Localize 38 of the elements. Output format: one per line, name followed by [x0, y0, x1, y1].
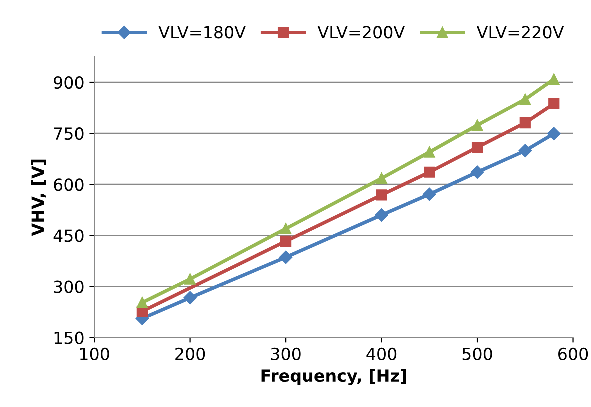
point [423, 188, 436, 202]
y-tick-label: 600 [54, 178, 84, 192]
point [184, 291, 197, 305]
point [548, 74, 560, 85]
y-axis-title: VHV, [V] [31, 160, 46, 236]
point [376, 190, 388, 201]
y-tick-label: 150 [54, 332, 84, 344]
point [472, 120, 484, 131]
legend-label: VLV=200V [318, 26, 405, 39]
point [280, 236, 292, 248]
y-tick-label: 450 [54, 230, 84, 242]
point [136, 297, 148, 308]
point [520, 117, 531, 129]
legend-label: VLV=180V [158, 26, 246, 39]
point [472, 142, 484, 154]
legend-label: VLV=220V [476, 26, 564, 39]
point [184, 274, 196, 285]
y-tick-label: 300 [54, 280, 84, 294]
point [424, 166, 436, 178]
point [279, 250, 293, 264]
y-tick-label: 750 [54, 128, 84, 140]
x-tick-label: 600 [558, 348, 588, 360]
x-tick-label: 200 [176, 348, 206, 360]
point [424, 146, 436, 158]
point [548, 98, 560, 110]
point [470, 166, 484, 179]
x-tick-label: 500 [462, 348, 492, 360]
point [375, 208, 388, 222]
point [548, 127, 561, 140]
point [520, 94, 531, 106]
point [280, 223, 292, 234]
point [518, 144, 532, 158]
x-tick-label: 300 [271, 348, 301, 360]
point [376, 172, 388, 184]
x-tick-label: 100 [80, 348, 110, 360]
x-tick-label: 400 [366, 348, 397, 360]
x-axis-title: Frequency, [Hz] [262, 369, 406, 386]
y-tick-label: 900 [54, 76, 84, 90]
